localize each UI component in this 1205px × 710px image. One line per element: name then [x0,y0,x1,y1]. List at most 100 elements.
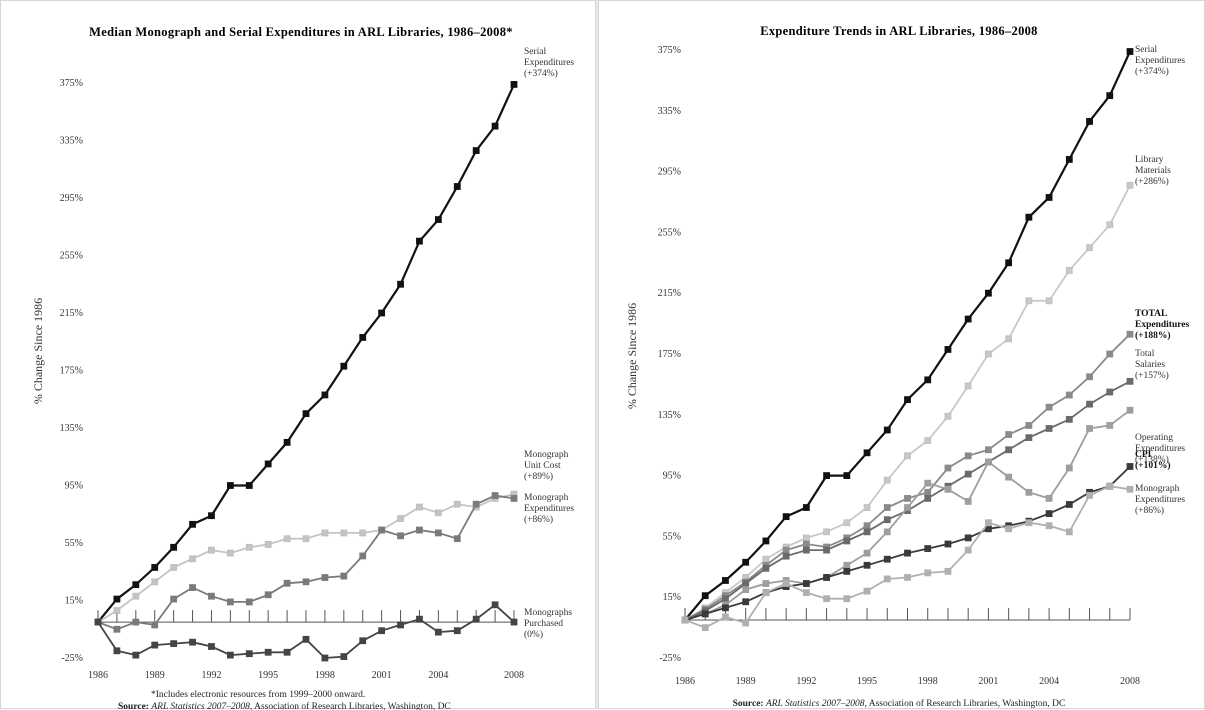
data-point [283,648,291,656]
series-annotation: Total [1135,349,1155,359]
data-point [924,545,932,552]
data-point [1086,491,1093,499]
data-point [742,586,750,593]
x-tick-label: 1986 [675,676,695,687]
series-lines [681,48,1134,631]
data-point [681,616,689,624]
data-point [359,552,367,560]
data-point [416,237,423,245]
data-point [924,488,932,496]
data-point [742,558,750,566]
data-point [1005,446,1013,454]
x-tick-label: 1992 [796,676,816,687]
data-point [701,592,709,600]
series-annotation: (+101%) [1135,460,1171,471]
data-point [1025,297,1033,305]
data-point [245,543,253,551]
data-point [378,627,386,635]
y-tick-label: 295% [658,167,681,178]
data-point [132,651,140,659]
data-point [416,526,423,534]
series-annotation: Serial [524,47,547,57]
data-point [964,470,972,478]
y-tick-label: 175% [60,366,83,377]
data-point [1106,422,1114,429]
data-point [944,567,952,575]
data-point [1106,92,1114,99]
data-point [151,578,159,586]
annotations: SerialExpenditures(+374%)LibraryMaterial… [1135,45,1190,516]
y-tick-label: 375% [658,45,681,56]
data-point [113,595,121,603]
data-point [94,618,102,626]
data-point [843,595,851,603]
data-point [782,580,790,587]
y-axis-label: % Change Since 1986 [625,303,639,409]
series-line [684,409,1131,621]
data-point [1065,415,1073,423]
data-point [1065,501,1073,508]
x-tick-label: 1992 [201,670,221,681]
data-point [226,549,234,557]
data-point [823,595,830,603]
data-point [151,564,159,571]
series-annotation: (+86%) [1135,505,1164,516]
series-annotation: Purchased [524,619,563,629]
chart-right-svg: Expenditure Trends in ARL Libraries, 198… [625,24,1190,709]
data-point [1086,244,1093,252]
data-point [151,641,159,649]
data-point [985,350,992,358]
data-point [1025,213,1033,221]
data-point [1025,422,1033,429]
x-tick-label: 2004 [1039,676,1059,687]
data-point [416,615,423,623]
data-point [264,648,272,656]
y-axis-label: % Change Since 1986 [31,298,45,404]
data-point [113,647,121,655]
y-tick-label: 295% [60,193,83,204]
data-point [1005,473,1013,481]
data-point [1025,519,1033,527]
data-point [1106,388,1114,396]
chart-title: Median Monograph and Serial Expenditures… [89,25,513,39]
source-line: Source: ARL Statistics 2007–2008, Associ… [118,701,451,710]
data-point [823,546,830,554]
data-point [1065,391,1073,399]
data-point [491,601,499,609]
data-point [189,520,196,528]
data-point [802,504,810,511]
x-tick-label: 2008 [1120,676,1140,687]
x-tick-label: 2008 [504,670,524,681]
data-point [742,598,750,606]
data-point [321,574,329,581]
data-point [985,519,992,527]
data-point [1025,488,1033,496]
series-annotation: Monograph [524,493,569,503]
series-annotation: Expenditures [1135,495,1185,505]
data-point [863,522,871,530]
data-point [472,147,480,154]
x-tick-label: 1989 [145,670,165,681]
data-point [1126,377,1134,385]
y-tick-label: 15% [65,596,83,607]
footnote: *Includes electronic resources from 1999… [151,689,365,700]
source-rest: , Association of Research Libraries, Was… [250,701,451,710]
data-point [189,584,196,591]
y-tick-label: 135% [60,423,83,434]
data-point [378,309,386,317]
series-annotation: Expenditures [1135,56,1185,66]
data-point [823,472,830,480]
data-point [510,495,518,502]
data-point [1126,485,1134,493]
x-tick-label: 1986 [88,670,108,681]
data-point [302,535,310,543]
data-point [113,625,121,633]
data-point [843,519,851,527]
series-annotation: Expenditures [1135,444,1185,454]
data-point [883,516,891,524]
data-point [985,458,992,466]
x-tick-label: 1989 [736,676,756,687]
data-point [1106,482,1114,490]
data-point [170,595,178,603]
